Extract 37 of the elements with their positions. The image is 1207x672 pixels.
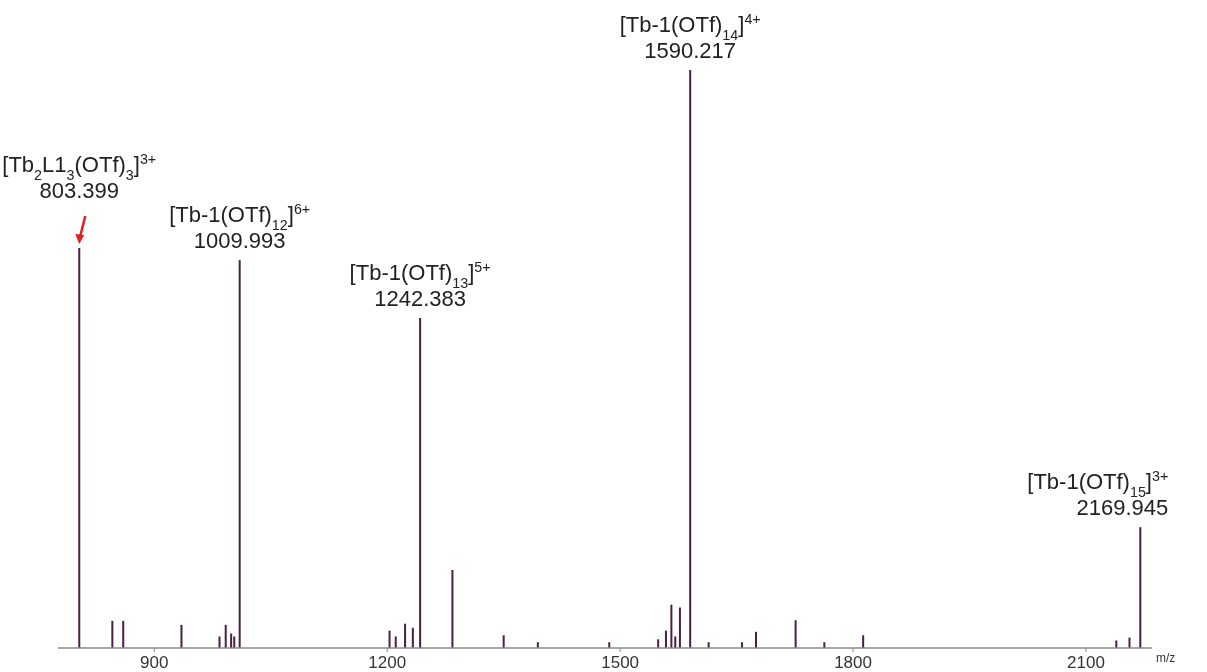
bar bbox=[230, 633, 233, 648]
annotation: [Tb$_{2}$L1$_{3}$(OTf)$_{3}$]$^{3+}$ bbox=[2, 151, 157, 184]
x-tick-label: 1500 bbox=[601, 653, 640, 672]
bar bbox=[111, 620, 114, 648]
x-tick-label: 1800 bbox=[834, 653, 872, 672]
bar bbox=[180, 624, 183, 648]
bar bbox=[404, 623, 407, 648]
bar bbox=[794, 620, 797, 648]
annotation: [Tb-1(OTf)$_{15}$]$^{3+}$ bbox=[1027, 468, 1169, 501]
annotation: [Tb-1(OTf)$_{14}$]$^{4+}$ bbox=[619, 11, 761, 43]
bar bbox=[664, 630, 667, 648]
bar bbox=[674, 636, 677, 648]
bar bbox=[388, 630, 391, 648]
bar bbox=[451, 569, 454, 648]
bar bbox=[862, 635, 865, 648]
bar bbox=[1115, 640, 1118, 648]
x-tick-label: 900 bbox=[140, 653, 169, 672]
x-tick-label: 1200 bbox=[368, 653, 407, 672]
bar bbox=[689, 70, 692, 648]
bar bbox=[78, 248, 81, 648]
bar bbox=[678, 607, 681, 648]
bar bbox=[224, 624, 227, 648]
bar bbox=[394, 636, 397, 648]
bar bbox=[755, 631, 758, 648]
bar bbox=[1139, 527, 1142, 648]
x-tick-label: 2100 bbox=[1067, 653, 1105, 672]
bar bbox=[657, 639, 660, 648]
bar bbox=[502, 635, 505, 648]
annotation: [Tb-1(OTf)$_{12}$]$^{6+}$ bbox=[169, 201, 311, 234]
bar bbox=[670, 604, 673, 648]
bar bbox=[233, 636, 236, 648]
bar bbox=[411, 627, 414, 648]
bar bbox=[122, 620, 125, 648]
bar bbox=[238, 260, 241, 648]
x-axis-title: m/z bbox=[1156, 651, 1176, 665]
bar bbox=[419, 317, 422, 648]
bar bbox=[218, 636, 221, 648]
